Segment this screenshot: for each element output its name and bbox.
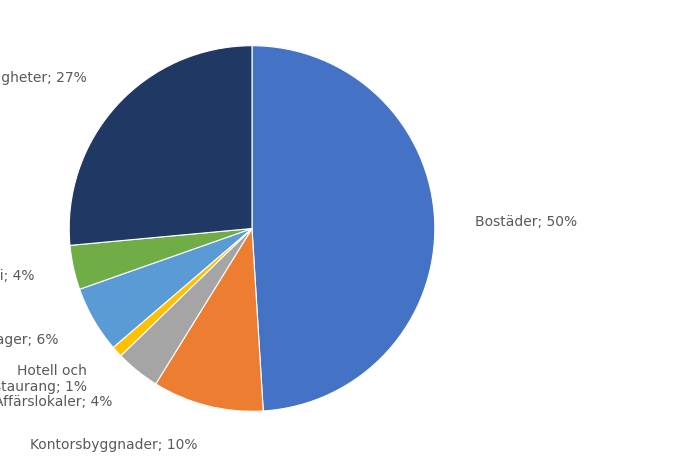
- Text: Hotell och
restaurang; 1%: Hotell och restaurang; 1%: [0, 364, 88, 394]
- Wedge shape: [113, 228, 252, 356]
- Text: Samhällsfastigheter; 27%: Samhällsfastigheter; 27%: [0, 71, 88, 85]
- Wedge shape: [69, 46, 252, 245]
- Wedge shape: [70, 228, 252, 289]
- Wedge shape: [80, 228, 252, 347]
- Text: Kontorsbyggnader; 10%: Kontorsbyggnader; 10%: [30, 438, 197, 452]
- Wedge shape: [252, 46, 435, 411]
- Wedge shape: [156, 228, 263, 411]
- Text: Bostäder; 50%: Bostäder; 50%: [475, 215, 577, 228]
- Text: Industri; 4%: Industri; 4%: [0, 269, 34, 283]
- Wedge shape: [121, 228, 252, 384]
- Text: Affärslokaler; 4%: Affärslokaler; 4%: [0, 395, 112, 409]
- Text: Lager; 6%: Lager; 6%: [0, 333, 59, 347]
